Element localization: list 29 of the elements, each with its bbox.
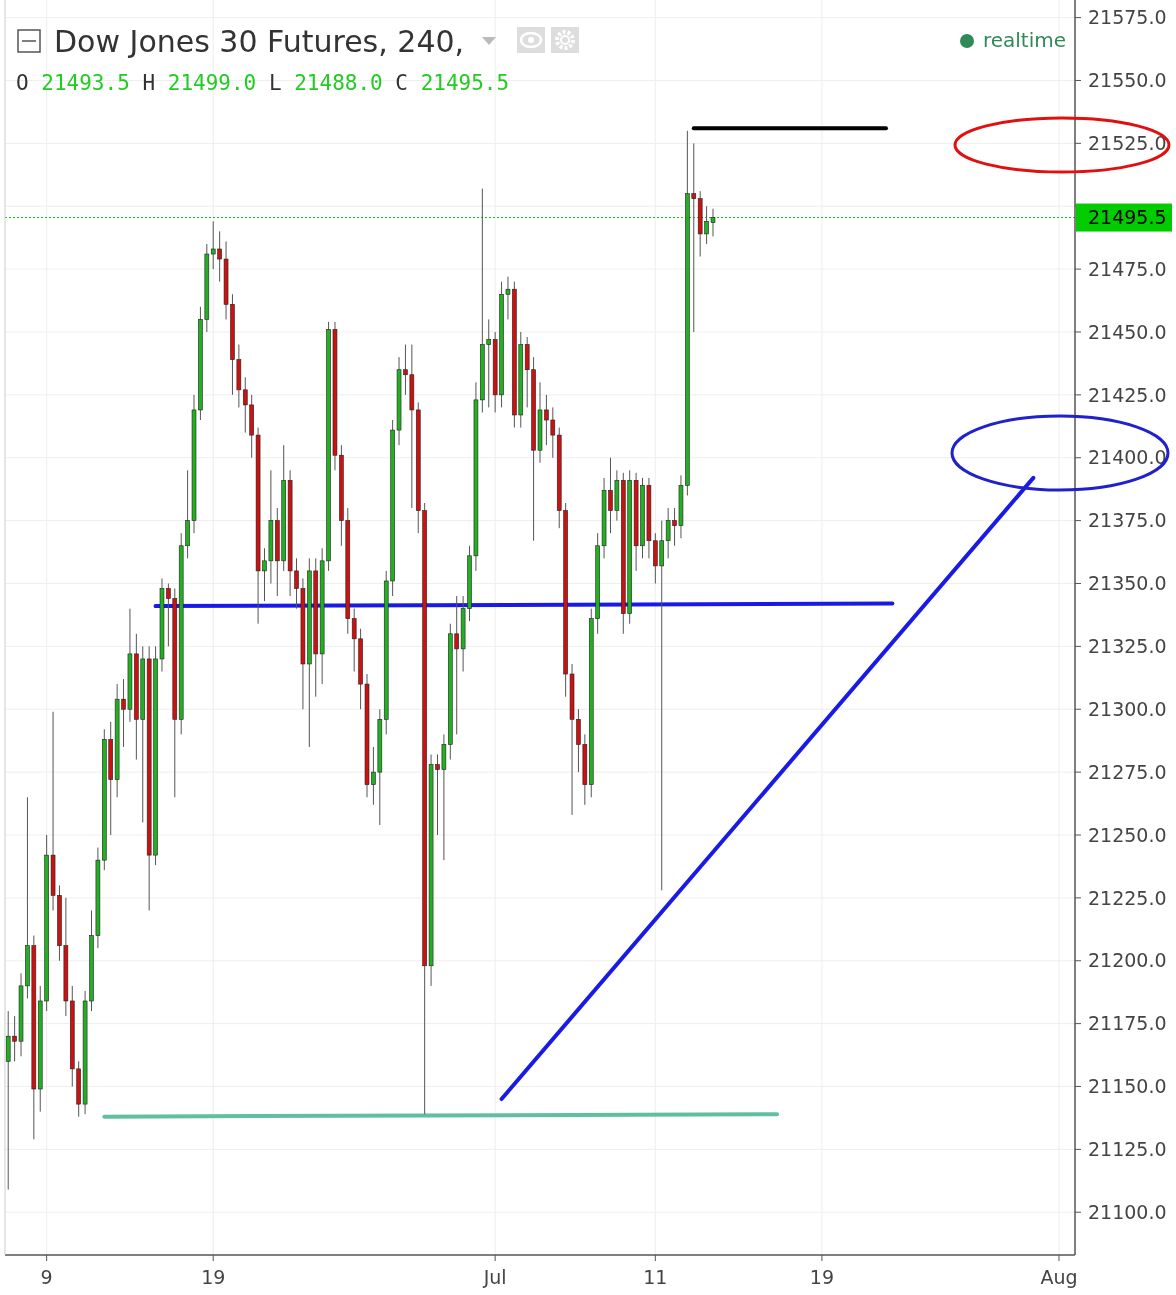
y-tick-label: 21175.0	[1088, 1012, 1167, 1035]
y-tick-label: 21250.0	[1088, 823, 1167, 846]
y-tick-label: 21350.0	[1088, 572, 1167, 595]
y-tick-label: 21325.0	[1088, 635, 1167, 658]
text: Dow Jones 30 Futures, 240,	[54, 24, 465, 59]
x-tick-label: Aug	[1040, 1266, 1078, 1288]
y-tick-label: 21575.0	[1088, 6, 1167, 29]
x-tick-label: 19	[201, 1266, 226, 1288]
x-tick-label: 19	[809, 1266, 835, 1288]
y-tick-label: 21475.0	[1088, 257, 1167, 280]
y-tick-label: 21150.0	[1088, 1075, 1167, 1098]
y-tick-label: 21525.0	[1088, 132, 1167, 155]
y-tick-label: 21450.0	[1088, 320, 1167, 343]
x-tick-label: 9	[40, 1266, 53, 1288]
y-tick-label: 21400.0	[1088, 446, 1167, 469]
y-tick-label: 21275.0	[1088, 760, 1167, 783]
annotation: realtime	[982, 28, 1066, 52]
x-tick-label: 11	[643, 1266, 668, 1288]
y-tick-label: 21200.0	[1088, 949, 1167, 972]
y-tick-label: 21300.0	[1088, 697, 1167, 720]
y-tick-label: 21375.0	[1088, 509, 1167, 532]
text: O 21493.5 H 21499.0 L 21488.0 C 21495.5	[16, 71, 510, 95]
y-tick-label: 21125.0	[1088, 1138, 1167, 1161]
y-tick-label: 21550.0	[1088, 69, 1167, 92]
y-tick-label: 21225.0	[1088, 886, 1167, 909]
y-tick-label: 21100.0	[1088, 1200, 1167, 1223]
x-tick-label: Jul	[482, 1266, 507, 1288]
ref-line-label: 21495.5	[1088, 206, 1167, 229]
y-tick-label: 21425.0	[1088, 383, 1167, 406]
